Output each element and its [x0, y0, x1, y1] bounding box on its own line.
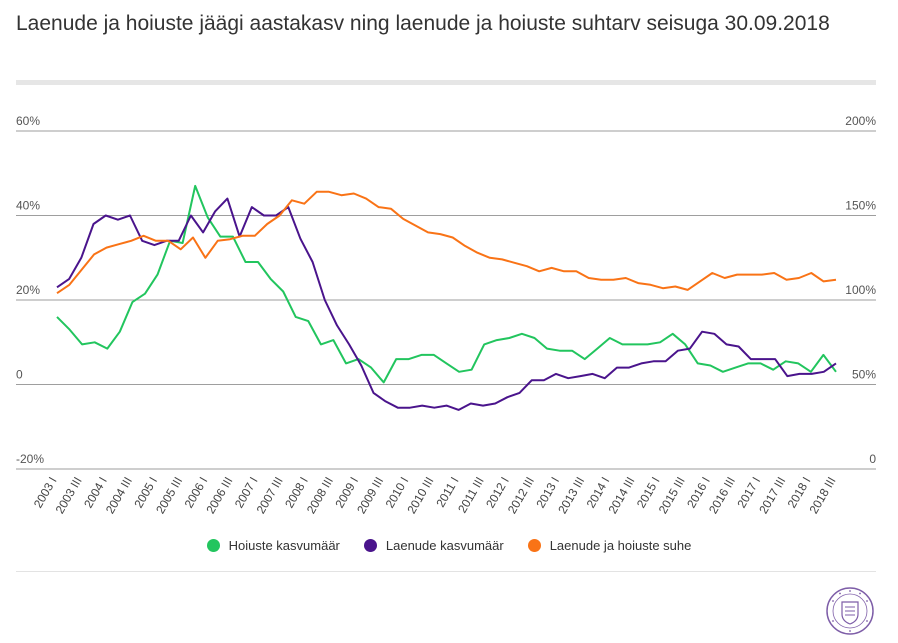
left-tick-label: 0 — [16, 368, 23, 382]
legend-dot-icon — [206, 539, 220, 552]
left-tick-label: 40% — [16, 199, 40, 213]
left-tick-label: 60% — [16, 114, 40, 128]
right-tick-label: 50% — [852, 368, 876, 382]
legend-label: Hoiuste kasvumäär — [228, 538, 340, 553]
legend-dot-icon — [363, 539, 377, 552]
right-tick-label: 200% — [845, 114, 876, 128]
legend-item-suhe[interactable]: Laenude ja hoiuste suhe — [527, 538, 692, 553]
right-tick-label: 100% — [845, 283, 876, 297]
legend-item-hoiuste[interactable]: Hoiuste kasvumäär — [206, 538, 340, 553]
left-tick-label: -20% — [16, 452, 44, 466]
series-line-3 — [56, 190, 837, 295]
legend-dot-icon — [527, 539, 541, 552]
line-chart: -20% 0 20% 40% 60% 0 50% 100% 150% 200% 2003 I20… — [16, 114, 876, 517]
right-tick-label: 0 — [869, 452, 876, 466]
series-lines — [56, 184, 837, 411]
legend: Hoiuste kasvumäär Laenude kasvumäär Laen… — [0, 538, 898, 553]
footer-divider — [16, 571, 876, 572]
eesti-pank-seal-icon — [826, 587, 874, 635]
chart-title: Laenude ja hoiuste jäägi aastakasv ning … — [16, 12, 830, 35]
series-line-2 — [56, 197, 837, 411]
left-tick-label: 20% — [16, 283, 40, 297]
legend-label: Laenude kasvumäär — [385, 538, 504, 553]
right-axis-ticks: 0 50% 100% 150% 200% — [845, 114, 876, 466]
legend-label: Laenude ja hoiuste suhe — [549, 538, 692, 553]
legend-item-laenude[interactable]: Laenude kasvumäär — [363, 538, 504, 553]
grid-lines — [16, 130, 876, 470]
left-axis-ticks: -20% 0 20% 40% 60% — [16, 114, 44, 466]
title-divider — [16, 80, 876, 85]
right-tick-label: 150% — [845, 199, 876, 213]
